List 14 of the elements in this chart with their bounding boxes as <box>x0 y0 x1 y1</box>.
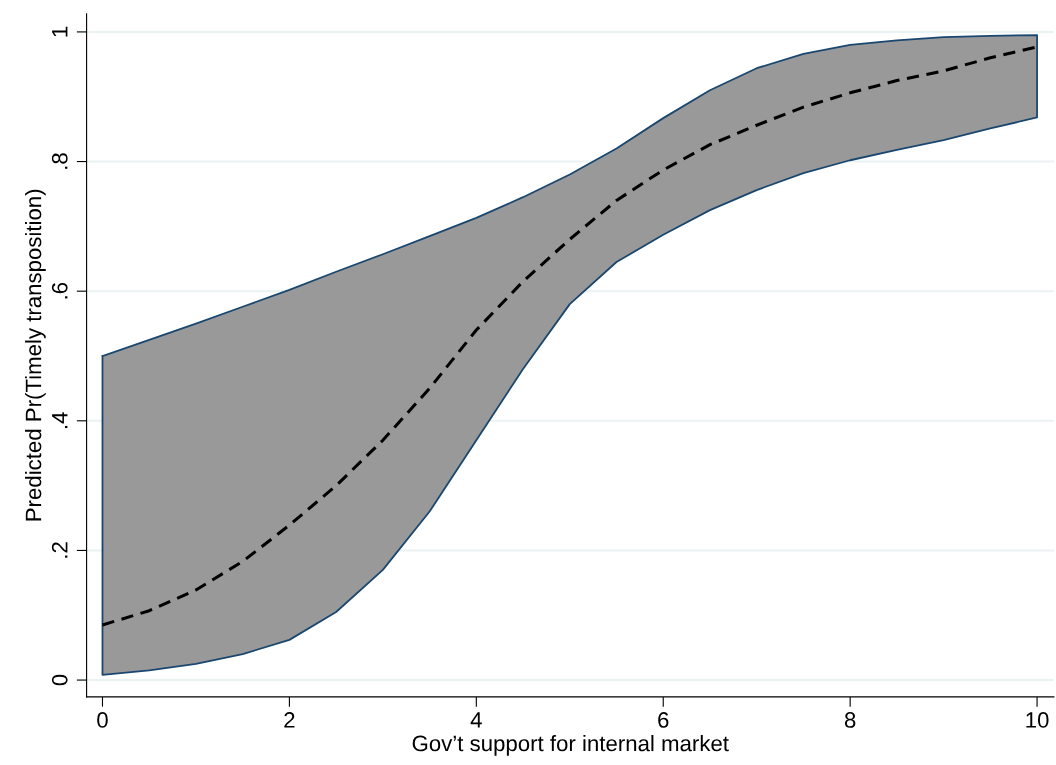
x-tick-label: 2 <box>284 712 295 728</box>
x-tick-label: 4 <box>470 712 482 728</box>
y-tick-label: .6 <box>51 282 68 299</box>
x-tick-label: 8 <box>844 712 856 728</box>
y-tick-label: 0 <box>51 674 68 686</box>
y-tick-label: .4 <box>52 412 68 429</box>
y-axis-title: Predicted Pr(Timely transposition) <box>25 189 46 521</box>
x-tick-label: 6 <box>658 712 669 728</box>
x-tick-label: 10 <box>1026 712 1049 728</box>
x-tick-label: 0 <box>97 712 108 728</box>
y-tick-label: .8 <box>51 153 68 169</box>
y-tick-label: .2 <box>51 542 68 558</box>
y-tick-label: 1 <box>52 26 68 37</box>
x-axis-title: Gov’t support for internal market <box>412 734 729 756</box>
